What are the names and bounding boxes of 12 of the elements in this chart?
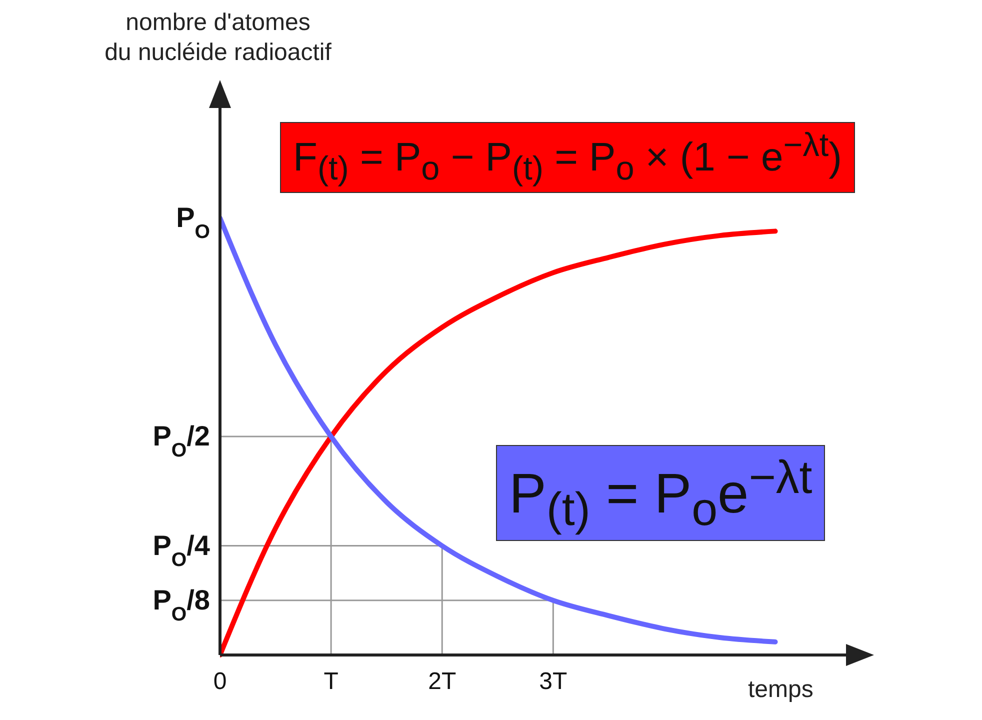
text: F$_{(t)}$ = P$_{o}$ − P$_{(t)}$ = P$_{o}$ × (1 − e$^{−λt}$) <box>293 127 842 188</box>
x-tick-label: 3T <box>539 668 568 695</box>
annotation: P$_{O}$ <box>176 202 210 244</box>
text: nombre d'atomes du nucléide radioactif <box>104 9 332 66</box>
x-tick-label: T <box>324 668 339 695</box>
x-tick-label: 2T <box>428 668 456 695</box>
ref-line-label: P$_{O}$/4 <box>152 530 210 571</box>
series-label: P$_{(t)}$ = P$_{o}$e$^{−λt}$ <box>509 451 812 535</box>
x-tick-label: 0 <box>213 668 227 695</box>
x-axis-title: temps <box>748 676 814 703</box>
ref-line-label: P$_{O}$/8 <box>152 584 210 626</box>
ref-line-label: P$_{O}$/2 <box>152 420 210 462</box>
